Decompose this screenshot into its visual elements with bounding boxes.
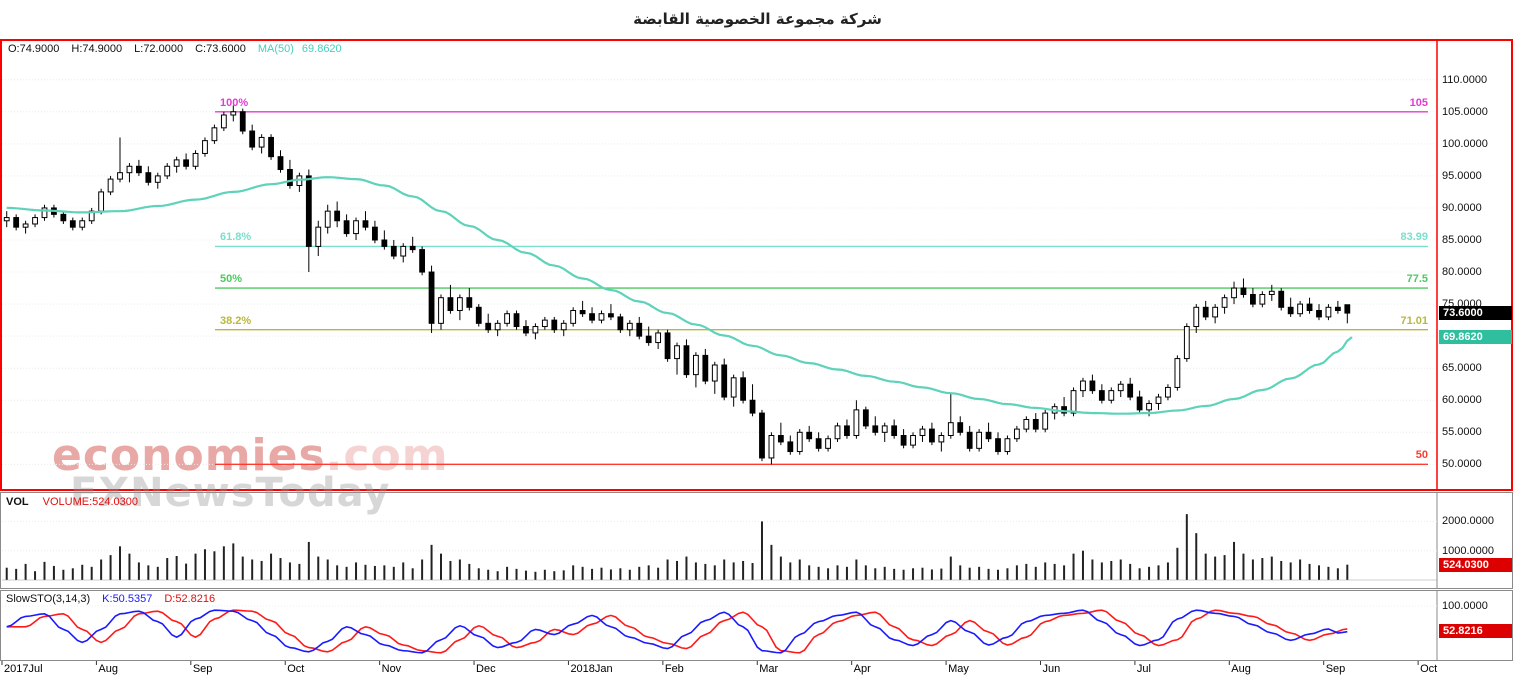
x-axis-month-label: Jul [1136, 663, 1151, 675]
x-axis-month-label: Mar [759, 663, 779, 675]
high-value: H:74.9000 [71, 43, 123, 55]
x-axis-month-label: Apr [853, 663, 871, 675]
ohlc-info-row: O:74.9000 H:74.9000 L:72.0000 C:73.6000 MA(5… [8, 43, 342, 55]
x-axis-ticks [1, 661, 1419, 665]
stoch-value-badge: 52.8216 [1439, 623, 1512, 638]
x-axis-month-label: 2018Jan [570, 663, 613, 675]
x-axis-month-label: Sep [192, 663, 213, 675]
stochastic-k-value: K:50.5357 [102, 593, 153, 605]
price-chart-panel [0, 39, 1513, 491]
watermark-economies-text: economies [52, 430, 326, 481]
fxnewstoday-watermark: FXNewsToday [70, 470, 391, 516]
x-axis-month-label: Oct [287, 663, 305, 675]
open-value: O:74.9000 [8, 43, 60, 55]
ma50-label: MA(50) [257, 43, 294, 55]
x-axis-month-label: Sep [1325, 663, 1346, 675]
economies-watermark: economies.com [52, 430, 449, 481]
x-axis-month-label: Aug [98, 663, 118, 675]
x-axis-month-label: Oct [1420, 663, 1438, 675]
x-axis-month-label: 2017Jul [4, 663, 43, 675]
volume-indicator-label: VOL [6, 496, 29, 508]
x-axis-month-label: May [948, 663, 969, 675]
x-axis-month-label: Dec [476, 663, 496, 675]
volume-header-row: VOL VOLUME:524.0300 [6, 496, 138, 508]
ma-value-badge: 69.8620 [1439, 330, 1512, 345]
x-axis-month-label: Feb [664, 663, 684, 675]
stochastic-indicator-label: SlowSTO(3,14,3) [6, 593, 91, 605]
volume-value-text: VOLUME:524.0300 [42, 496, 139, 508]
last-price-badge: 73.6000 [1439, 306, 1512, 321]
volume-panel [0, 492, 1513, 589]
x-axis-month-label: Jun [1042, 663, 1061, 675]
stochastic-panel [0, 590, 1513, 661]
x-axis-month-label: Nov [381, 663, 402, 675]
page-title: شركة مجموعة الخصوصية القابضة [633, 10, 882, 28]
low-value: L:72.0000 [134, 43, 184, 55]
watermark-dotcom-text: .com [325, 430, 449, 481]
ma50-value: 69.8620 [301, 43, 342, 55]
volume-value-badge: 524.0300 [1439, 557, 1512, 572]
close-value: C:73.6000 [195, 43, 246, 55]
x-axis-month-label: Aug [1231, 663, 1251, 675]
stochastic-header-row: SlowSTO(3,14,3) K:50.5357 D:52.8216 [6, 593, 215, 605]
stochastic-d-value: D:52.8216 [164, 593, 216, 605]
